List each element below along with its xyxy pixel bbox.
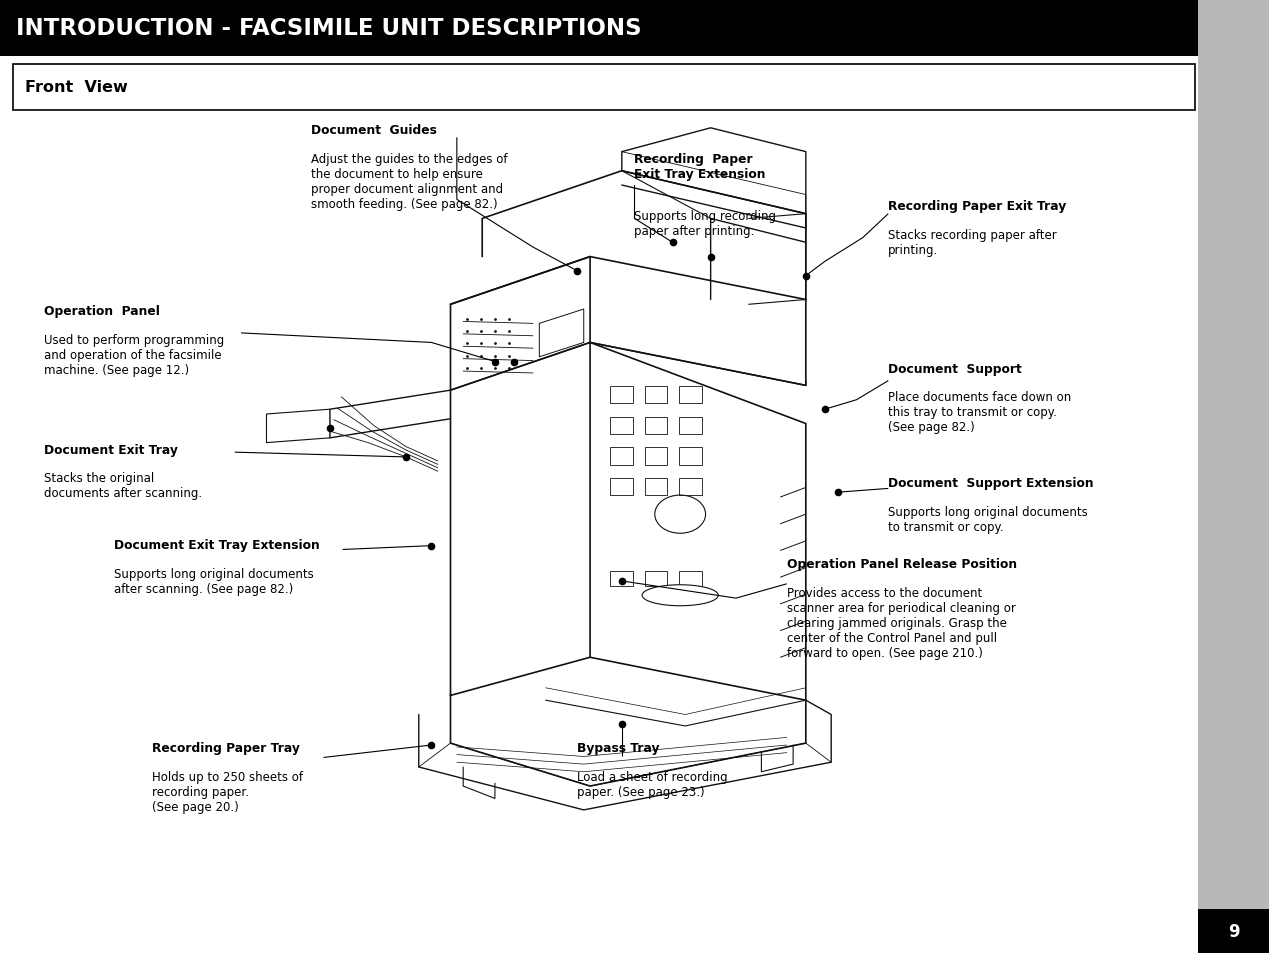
Text: Supports long original documents
after scanning. (See page 82.): Supports long original documents after s… [114,567,313,595]
Bar [1198,0,1269,953]
Bar [610,478,633,496]
Text: Front  View: Front View [25,80,128,95]
Text: Supports long original documents
to transmit or copy.: Supports long original documents to tran… [888,505,1088,533]
Text: Used to perform programming
and operation of the facsimile
machine. (See page 12: Used to perform programming and operatio… [44,334,225,376]
Text: Document  Guides: Document Guides [311,124,437,137]
Bar [679,572,702,586]
FancyBboxPatch shape [13,65,1195,111]
Text: Document  Support Extension: Document Support Extension [888,476,1094,490]
Bar [610,572,633,586]
Bar [645,448,667,465]
Bar [679,387,702,404]
Bar [679,448,702,465]
Text: Supports long recording
paper after printing.: Supports long recording paper after prin… [634,210,777,237]
Text: Place documents face down on
this tray to transmit or copy.
(See page 82.): Place documents face down on this tray t… [888,391,1071,434]
Text: Recording Paper Exit Tray: Recording Paper Exit Tray [888,200,1066,213]
Text: Bypass Tray: Bypass Tray [577,741,660,755]
Text: Stacks the original
documents after scanning.: Stacks the original documents after scan… [44,472,203,499]
Bar [645,417,667,435]
Text: Recording Paper Tray: Recording Paper Tray [152,741,301,755]
Text: Provides access to the document
scanner area for periodical cleaning or
clearing: Provides access to the document scanner … [787,586,1015,659]
Text: Document Exit Tray Extension: Document Exit Tray Extension [114,538,320,552]
Text: Operation  Panel: Operation Panel [44,305,160,318]
Bar [0,0,1198,57]
Text: Document  Support: Document Support [888,362,1022,375]
Text: Operation Panel Release Position: Operation Panel Release Position [787,558,1016,571]
Bar [610,448,633,465]
Text: Stacks recording paper after
printing.: Stacks recording paper after printing. [888,229,1057,256]
Text: Recording  Paper
Exit Tray Extension: Recording Paper Exit Tray Extension [634,152,766,180]
Text: Adjust the guides to the edges of
the document to help ensure
proper document al: Adjust the guides to the edges of the do… [311,152,508,211]
Bar [679,417,702,435]
Text: Document Exit Tray: Document Exit Tray [44,443,178,456]
Bar [645,478,667,496]
Text: Load a sheet of recording
paper. (See page 23.): Load a sheet of recording paper. (See pa… [577,770,728,798]
Bar [645,572,667,586]
Bar [610,417,633,435]
Bar [1198,909,1269,953]
Ellipse shape [642,585,718,606]
Bar [610,387,633,404]
Bar [645,387,667,404]
Text: Holds up to 250 sheets of
recording paper.
(See page 20.): Holds up to 250 sheets of recording pape… [152,770,303,813]
Text: INTRODUCTION - FACSIMILE UNIT DESCRIPTIONS: INTRODUCTION - FACSIMILE UNIT DESCRIPTIO… [16,17,642,40]
Text: 9: 9 [1227,923,1240,940]
Bar [679,478,702,496]
